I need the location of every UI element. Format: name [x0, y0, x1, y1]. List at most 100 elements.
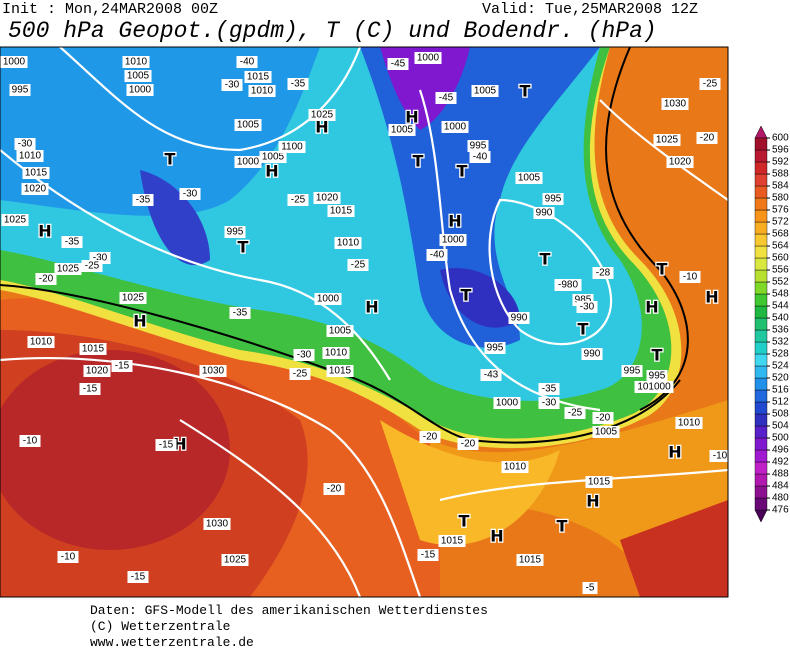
valid-time: Valid: Tue,25MAR2008 12Z [482, 1, 698, 18]
isoline-label: -40 [240, 57, 255, 68]
label-box [417, 549, 439, 561]
colorbar-band [754, 413, 768, 427]
colorbar-band [754, 365, 768, 379]
label-box [83, 365, 111, 377]
isoline-label: 1005 [127, 71, 150, 82]
isoline-label: 990 [584, 349, 601, 360]
label-box [126, 84, 154, 96]
isoline-label: 1025 [311, 110, 334, 121]
pressure-center: T [165, 150, 176, 169]
isoline-label: -15 [421, 550, 436, 561]
isoline-label: -20 [700, 133, 715, 144]
colorbar-band [754, 185, 768, 199]
pressure-center: T [578, 320, 589, 339]
front-line [605, 47, 689, 411]
colorbar-band [754, 341, 768, 355]
isoline-label: 1025 [656, 135, 679, 146]
colorbar-band [754, 293, 768, 307]
isoline-label: -15 [131, 572, 146, 583]
isoline-label: 995 [12, 85, 29, 96]
isoline-label: -30 [297, 350, 312, 361]
label-box [224, 226, 246, 238]
label-box [57, 551, 79, 563]
colorbar-band [754, 197, 768, 211]
label-box [554, 279, 582, 291]
label-box [387, 58, 409, 70]
label-box [564, 407, 586, 419]
isoline-label: 995 [624, 366, 641, 377]
colorbar-label: 488 [772, 469, 789, 480]
colorbar-band [754, 473, 768, 487]
label-box [221, 554, 249, 566]
isoline-label: 1000 [129, 85, 152, 96]
label-box [515, 172, 543, 184]
isoline-label: -35 [291, 79, 306, 90]
label-box [388, 124, 416, 136]
isoline-label: 1015 [441, 536, 464, 547]
colorbar-label: 484 [772, 481, 789, 492]
colorbar-band [754, 245, 768, 259]
label-box [621, 365, 643, 377]
isoline-label: -45 [391, 59, 406, 70]
pressure-center: H [38, 222, 51, 241]
colorbar-label: 584 [772, 181, 789, 192]
isoline-label: -10 [713, 451, 728, 462]
isoline-label: -25 [351, 260, 366, 271]
colorbar-band [754, 353, 768, 367]
label-box [699, 78, 721, 90]
isoline [439, 468, 728, 502]
label-box [493, 397, 521, 409]
label-box [1, 214, 29, 226]
isoline-label: 1000 [442, 235, 465, 246]
pressure-center: H [133, 312, 146, 331]
colorbar-band [754, 437, 768, 451]
isoline-label: -10 [61, 552, 76, 563]
colorbar-low [754, 509, 768, 523]
label-box [221, 79, 243, 91]
colorbar-band [754, 137, 768, 151]
colorbar-band [754, 317, 768, 331]
label-box [234, 119, 262, 131]
label-box [289, 368, 311, 380]
isoline [59, 47, 362, 152]
colorbar-label: 556 [772, 265, 789, 276]
isoline-label: 1005 [262, 152, 285, 163]
label-box [81, 260, 103, 272]
colorbar-label: 588 [772, 169, 789, 180]
isoline-label: 1010 [125, 57, 148, 68]
label-box [457, 438, 479, 450]
label-box [435, 92, 457, 104]
label-box [287, 194, 309, 206]
isoline-label: 1010 [678, 418, 701, 429]
pressure-center: T [657, 260, 668, 279]
colorbar-label: 508 [772, 409, 789, 420]
isoline-label: -20 [596, 413, 611, 424]
map-labels: HHHTHTHHHTHTTTHTTHTHTHTHT100099510101005… [0, 52, 728, 594]
pressure-center: H [668, 443, 681, 462]
label-box [334, 237, 362, 249]
isoline-label: -15 [115, 361, 130, 372]
label-box [293, 349, 315, 361]
label-box [439, 234, 467, 246]
colorbar-label: 552 [772, 277, 789, 288]
label-box [21, 183, 49, 195]
label-box [54, 263, 82, 275]
init-time: Init : Mon,24MAR2008 00Z [2, 1, 218, 18]
colorbar-label: 504 [772, 421, 789, 432]
colorbar-band [754, 149, 768, 163]
colorbar-band [754, 461, 768, 475]
isoline-label: -10 [23, 436, 38, 447]
pressure-center: T [540, 250, 551, 269]
colorbar-label: 540 [772, 313, 789, 324]
isoline-label: -980 [558, 280, 578, 291]
label-box [347, 259, 369, 271]
label-box [469, 151, 491, 163]
colorbar-label: 496 [772, 445, 789, 456]
colorbar-label: 544 [772, 301, 789, 312]
colorbar-label: 580 [772, 193, 789, 204]
label-box [585, 476, 613, 488]
isoline-label: 995 [545, 194, 562, 205]
label-box [661, 98, 689, 110]
colorbar-band [754, 233, 768, 247]
pressure-center: T [238, 238, 249, 257]
